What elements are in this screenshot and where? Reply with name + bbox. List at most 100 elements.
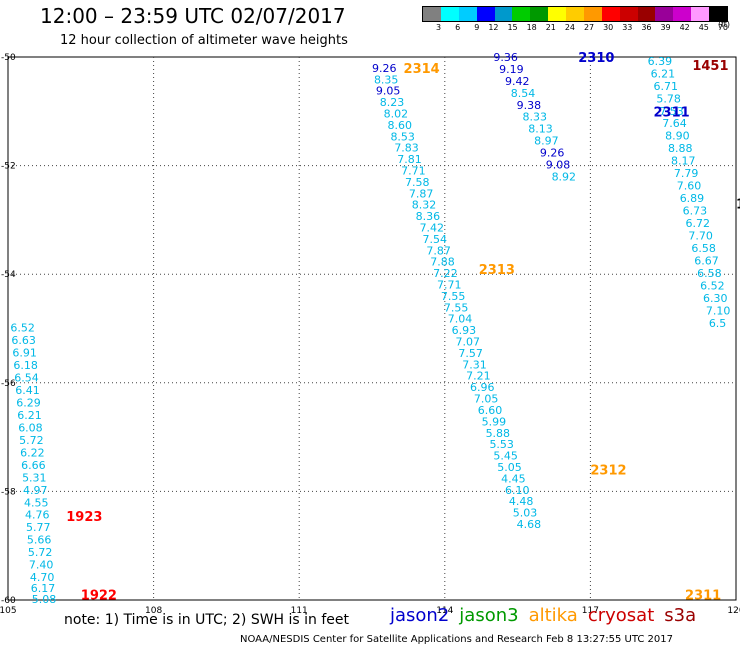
wave-height-value: 7.55 [444, 301, 469, 314]
wave-height-value: 7.71 [437, 279, 462, 292]
wave-height-value: 9.36 [493, 51, 518, 64]
x-tick-label: 105 [0, 606, 17, 616]
color-swatch [512, 7, 531, 21]
wave-height-value: 8.32 [412, 199, 437, 212]
wave-height-value: 7.87 [426, 244, 451, 257]
wave-height-value: 5.66 [27, 534, 52, 547]
color-scale-label: 18 [526, 23, 537, 32]
wave-height-value: 6.18 [13, 359, 38, 372]
wave-height-value: 7.21 [466, 370, 491, 383]
color-swatch [709, 7, 727, 21]
time-labels: 2314 2313 2312 2311 2310 2311 1451 1450 1923 1922 [66, 51, 740, 604]
wave-height-value: 8.60 [388, 119, 413, 132]
wave-height-value: 4.55 [24, 496, 48, 509]
wave-height-value: 5.08 [32, 593, 57, 606]
wave-height-value: 5.78 [656, 92, 681, 105]
wave-height-value: 7.60 [677, 180, 702, 193]
color-swatch [673, 7, 692, 21]
wave-height-value: 6.66 [21, 459, 46, 472]
wave-height-value: 9.26 [372, 62, 397, 75]
wave-height-value: 8.33 [522, 111, 547, 124]
y-tick-label: -58 [1, 487, 16, 497]
wave-height-value: 9.38 [517, 99, 542, 112]
color-scale-label: 24 [564, 23, 575, 32]
color-scale-label: 9 [474, 23, 480, 32]
wave-height-value: 7.40 [29, 559, 53, 572]
wave-height-value: 7.54 [422, 233, 447, 246]
wave-height-values: 9.268.359.058.238.028.608.537.837.817.71… [10, 51, 730, 606]
wave-height-value: 7.79 [674, 167, 699, 180]
wave-height-value: 9.26 [540, 147, 565, 160]
wave-height-value: 8.88 [668, 142, 693, 155]
wave-height-value: 7.05 [474, 393, 499, 406]
wave-height-value: 6.5 [709, 317, 727, 330]
y-tick-label: -56 [1, 379, 16, 389]
wave-height-value: 8.97 [534, 135, 559, 148]
wave-height-value: 4.70 [30, 571, 55, 584]
color-swatch [655, 7, 674, 21]
wave-height-value: 5.99 [482, 415, 507, 428]
wave-height-value: 7.57 [458, 347, 483, 360]
color-scale-label: 30 [603, 23, 614, 32]
wave-height-value: 7.81 [397, 153, 422, 166]
color-swatch [637, 7, 656, 21]
wave-height-value: 6.17 [31, 582, 56, 595]
color-swatch [691, 7, 709, 21]
pass-time-label: 2313 [479, 263, 515, 278]
color-scale-unit: (ft) [717, 20, 730, 29]
wave-height-value: 8.36 [416, 210, 441, 223]
wave-height-value: 7.42 [420, 222, 445, 235]
wave-height-value: 6.89 [680, 192, 705, 205]
wave-height-value: 7.07 [455, 336, 480, 349]
wave-height-value: 6.60 [478, 404, 503, 417]
pass-time-label: 1922 [81, 589, 117, 604]
wave-height-value: 7.10 [706, 305, 731, 318]
wave-height-value: 6.72 [686, 217, 711, 230]
color-scale-label: 27 [583, 23, 595, 32]
wave-height-value: 6.41 [15, 384, 40, 397]
wave-height-value: 7.71 [401, 164, 426, 177]
legend-item-altika: altika [528, 605, 578, 626]
wave-height-value: 6.73 [683, 205, 708, 218]
color-scale-label: 3 [436, 23, 442, 32]
x-tick-label: 120 [727, 606, 740, 616]
wave-height-value: 9.08 [546, 159, 571, 172]
wave-height-value: 6.10 [505, 484, 530, 497]
color-scale-ticks: 3 6 9 12 15 18 21 24 27 30 33 36 39 42 45 70 [422, 22, 728, 34]
wave-height-value: 6.52 [700, 280, 725, 293]
wave-height-value: 7.70 [688, 230, 713, 243]
color-scale-label: 15 [507, 23, 518, 32]
wave-height-value: 6.54 [14, 371, 39, 384]
pass-time-label: 2311 [685, 589, 721, 604]
y-tick-label: -52 [1, 162, 16, 172]
x-tick-label: 108 [145, 606, 162, 616]
wave-height-value: 7.22 [433, 267, 458, 280]
wave-height-value: 5.31 [22, 471, 47, 484]
x-tick-label: 114 [436, 606, 453, 616]
wave-height-value: 8.17 [671, 155, 696, 168]
color-swatch [494, 7, 513, 21]
color-scale: 3 6 9 12 15 18 21 24 27 30 33 36 39 42 45 70 (ft) [422, 6, 730, 34]
color-scale-label: 45 [698, 23, 709, 32]
wave-height-value: 8.13 [528, 123, 553, 136]
wave-height-value: 8.23 [380, 96, 405, 109]
wave-height-value: 6.22 [20, 446, 44, 459]
wave-height-value: 8.35 [374, 73, 399, 86]
x-tick-label: 117 [582, 606, 599, 616]
color-scale-label: 33 [622, 23, 633, 32]
plot-frame [7, 56, 737, 601]
wave-height-value: 4.45 [501, 472, 525, 485]
wave-height-value: 9.42 [505, 75, 530, 88]
wave-height-value: 5.77 [26, 521, 51, 534]
color-swatch [458, 7, 477, 21]
color-swatch [601, 7, 620, 21]
wave-height-value: 7.31 [462, 358, 487, 371]
pass-time-label: 1923 [66, 510, 102, 525]
axis-tick-labels: 105 108 111 114 117 120 -50 -52 -54 -56 -58 -60 [0, 53, 740, 616]
satellite-legend: jason2 jason3 altika cryosat s3a [390, 605, 706, 626]
pass-time-label: 2310 [578, 51, 614, 66]
wave-height-value: 9.19 [499, 63, 524, 76]
pass-time-label: 1451 [692, 59, 728, 74]
wave-height-value: 6.91 [12, 346, 37, 359]
